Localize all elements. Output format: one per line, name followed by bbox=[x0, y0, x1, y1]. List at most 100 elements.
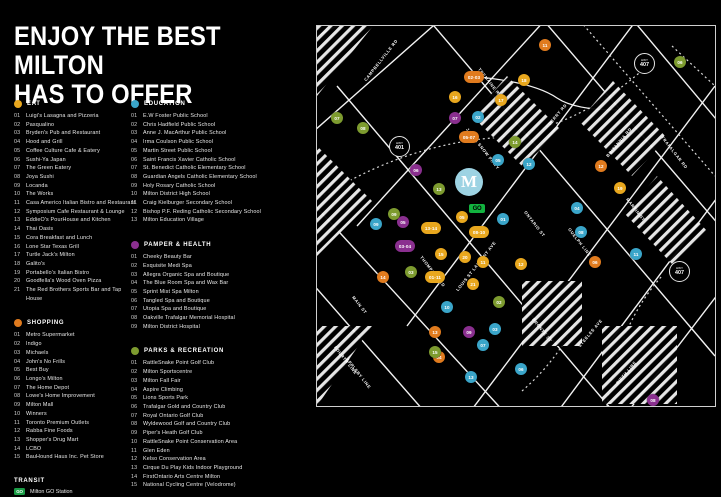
map-pin-shopping-06[interactable]: 06 bbox=[589, 256, 601, 268]
map-pin-education-09[interactable]: 09 bbox=[370, 218, 382, 230]
shield-number: 401 bbox=[395, 145, 404, 151]
map-pin-parks-13[interactable]: 13 bbox=[433, 183, 445, 195]
list-item: 05 Martin Street Public School bbox=[131, 147, 291, 156]
map-pin-eat-17[interactable]: 17 bbox=[495, 94, 507, 106]
map-pin-pamper-07[interactable]: 07 bbox=[449, 112, 461, 124]
list-item-number: 06 bbox=[131, 403, 138, 410]
map-pin-eat-11[interactable]: 11 bbox=[477, 256, 489, 268]
list-item-label: Utopia Spa and Boutique bbox=[143, 306, 207, 313]
list-item-number: 07 bbox=[131, 165, 138, 172]
list-item-number: 08 bbox=[131, 421, 138, 428]
list-item-label: Milton District High School bbox=[143, 191, 210, 198]
list-item-number: 09 bbox=[131, 430, 138, 437]
map-pin-parks-14[interactable]: 14 bbox=[509, 136, 521, 148]
list-item: 07 St. Benedict Catholic Elementary Schoo… bbox=[131, 164, 291, 173]
spacer bbox=[14, 464, 136, 478]
map-pin-eat-05[interactable]: 05 bbox=[456, 211, 468, 223]
category-education-label: EDUCATION bbox=[144, 101, 186, 107]
map-pin-pamper-05[interactable]: 05 bbox=[397, 216, 409, 228]
shield-prefix: HWY bbox=[676, 266, 683, 270]
spacer bbox=[131, 333, 291, 347]
map-pin-parks-07[interactable]: 07 bbox=[331, 112, 343, 124]
map-pin-education-04[interactable]: 04 bbox=[571, 202, 583, 214]
list-item: 10 The Works bbox=[14, 190, 136, 199]
map-pin-education-11[interactable]: 11 bbox=[630, 248, 642, 260]
list-item-label: Coffee Culture Cafe & Eatery bbox=[26, 147, 100, 154]
map-pin-education-03[interactable]: 03 bbox=[489, 323, 501, 335]
highway-shield-407: HWY 407 bbox=[634, 53, 655, 74]
map-pin-education-06[interactable]: 06 bbox=[515, 363, 527, 375]
list-item: 02 Pasqualino bbox=[14, 121, 136, 130]
map-pin-education-01[interactable]: 01 bbox=[497, 213, 509, 225]
map-pin-eat-13-14[interactable]: 13-14 bbox=[421, 222, 441, 234]
map-pin-eat-12[interactable]: 12 bbox=[515, 258, 527, 270]
list-item: 06 Tangled Spa and Boutique bbox=[131, 297, 291, 306]
map-pin-eat-18[interactable]: 18 bbox=[518, 74, 530, 86]
map-pin-pamper-06[interactable]: 06 bbox=[410, 164, 422, 176]
map-pin-education-07[interactable]: 07 bbox=[477, 339, 489, 351]
list-item-number: 04 bbox=[131, 280, 138, 287]
list-item-label: Portabello's Italian Bistro bbox=[26, 269, 90, 276]
list-item: 10 Milton District High School bbox=[131, 190, 291, 199]
list-item: 09 Piper's Heath Golf Club bbox=[131, 429, 291, 438]
map-pin-pamper-09[interactable]: 09 bbox=[463, 326, 475, 338]
map-pin-eat-16[interactable]: 16 bbox=[449, 91, 461, 103]
map-pin-eat-01-11[interactable]: 01-11 bbox=[425, 271, 445, 283]
list-item-number: 08 bbox=[14, 173, 21, 180]
map-pin-eat-20[interactable]: 20 bbox=[459, 251, 471, 263]
map-pin-shopping-12[interactable]: 12 bbox=[595, 160, 607, 172]
map-pin-shopping-11[interactable]: 11 bbox=[539, 39, 551, 51]
list-item-label: Bishop P.F. Reding Catholic Secondary Sc… bbox=[143, 208, 261, 215]
map-pin-parks-15[interactable]: 15 bbox=[429, 346, 441, 358]
map-pin-parks-08[interactable]: 08 bbox=[357, 122, 369, 134]
list-item: 14 FirstOntario Arts Centre Milton bbox=[131, 473, 291, 482]
map-pin-parks-03[interactable]: 03 bbox=[405, 266, 417, 278]
map-pin-shopping-05-07[interactable]: 05-07 bbox=[459, 131, 479, 143]
list-item: 07 Utopia Spa and Boutique bbox=[131, 305, 291, 314]
parks-list: 01 RattleSnake Point Golf Club 02 Milton Sp… bbox=[131, 359, 291, 490]
map-pin-shopping-14[interactable]: 14 bbox=[377, 271, 389, 283]
map-pin-parks-02[interactable]: 02 bbox=[493, 296, 505, 308]
list-item-label: Holy Rosary Catholic School bbox=[143, 182, 216, 189]
list-item-number: 02 bbox=[131, 262, 138, 269]
list-item: 06 Sushi-Ya Japan bbox=[14, 156, 136, 165]
list-item-label: Turtle Jack's Milton bbox=[26, 252, 75, 259]
list-item-number: 13 bbox=[14, 217, 21, 224]
list-item-number: 15 bbox=[14, 454, 21, 461]
spacer bbox=[14, 305, 136, 319]
list-item: 02 Indigo bbox=[14, 340, 136, 349]
map-pin-education-02[interactable]: 02 bbox=[472, 111, 484, 123]
map-pin-parks-09[interactable]: 09 bbox=[388, 208, 400, 220]
list-item: 11 Glen Eden bbox=[131, 447, 291, 456]
list-item-number: 05 bbox=[131, 288, 138, 295]
category-education: EDUCATION 01 E.W Foster Public School 02 Ch… bbox=[131, 100, 291, 225]
page-title: ENJOY THE BEST MILTON HAS TO OFFER bbox=[14, 21, 221, 109]
map-pin-education-10[interactable]: 10 bbox=[441, 301, 453, 313]
map-pin-eat-08-10[interactable]: 08-10 bbox=[469, 226, 489, 238]
map-pin-education-05[interactable]: 05 bbox=[492, 154, 504, 166]
map-pin-eat-21[interactable]: 21 bbox=[467, 278, 479, 290]
list-item: 15 National Cycling Centre (Velodrome) bbox=[131, 481, 291, 490]
milton-map[interactable]: CAMPBELLVILLE RD GUELPH LINE TREMAINE RD… bbox=[316, 25, 716, 407]
map-pin-eat-15[interactable]: 15 bbox=[435, 248, 447, 260]
map-pin-shopping-13[interactable]: 13 bbox=[429, 326, 441, 338]
map-pin-eat-19[interactable]: 19 bbox=[614, 182, 626, 194]
list-item-number: 08 bbox=[14, 393, 21, 400]
list-item-label: Lowe's Home Improvement bbox=[26, 393, 95, 400]
list-item: 12 Rabba Fine Foods bbox=[14, 427, 136, 436]
list-item-number: 13 bbox=[14, 436, 21, 443]
map-pin-shopping-02-03[interactable]: 02-03 bbox=[464, 71, 484, 83]
map-pin-pamper-08[interactable]: 08 bbox=[647, 394, 659, 406]
map-canvas: CAMPBELLVILLE RD GUELPH LINE TREMAINE RD… bbox=[317, 26, 715, 406]
map-pin-pamper-03-04[interactable]: 03-04 bbox=[395, 240, 415, 252]
map-pin-parks-06[interactable]: 06 bbox=[674, 56, 686, 68]
list-item-number: 08 bbox=[131, 173, 138, 180]
map-pin-education-08[interactable]: 08 bbox=[575, 226, 587, 238]
go-station-marker[interactable]: GO bbox=[469, 204, 485, 213]
list-item-label: Piper's Heath Golf Club bbox=[143, 430, 203, 437]
map-pin-education-12[interactable]: 12 bbox=[523, 158, 535, 170]
list-item-number: 12 bbox=[14, 208, 21, 215]
map-pin-education-13[interactable]: 13 bbox=[465, 371, 477, 383]
category-transit-label: TRANSIT bbox=[14, 478, 45, 485]
